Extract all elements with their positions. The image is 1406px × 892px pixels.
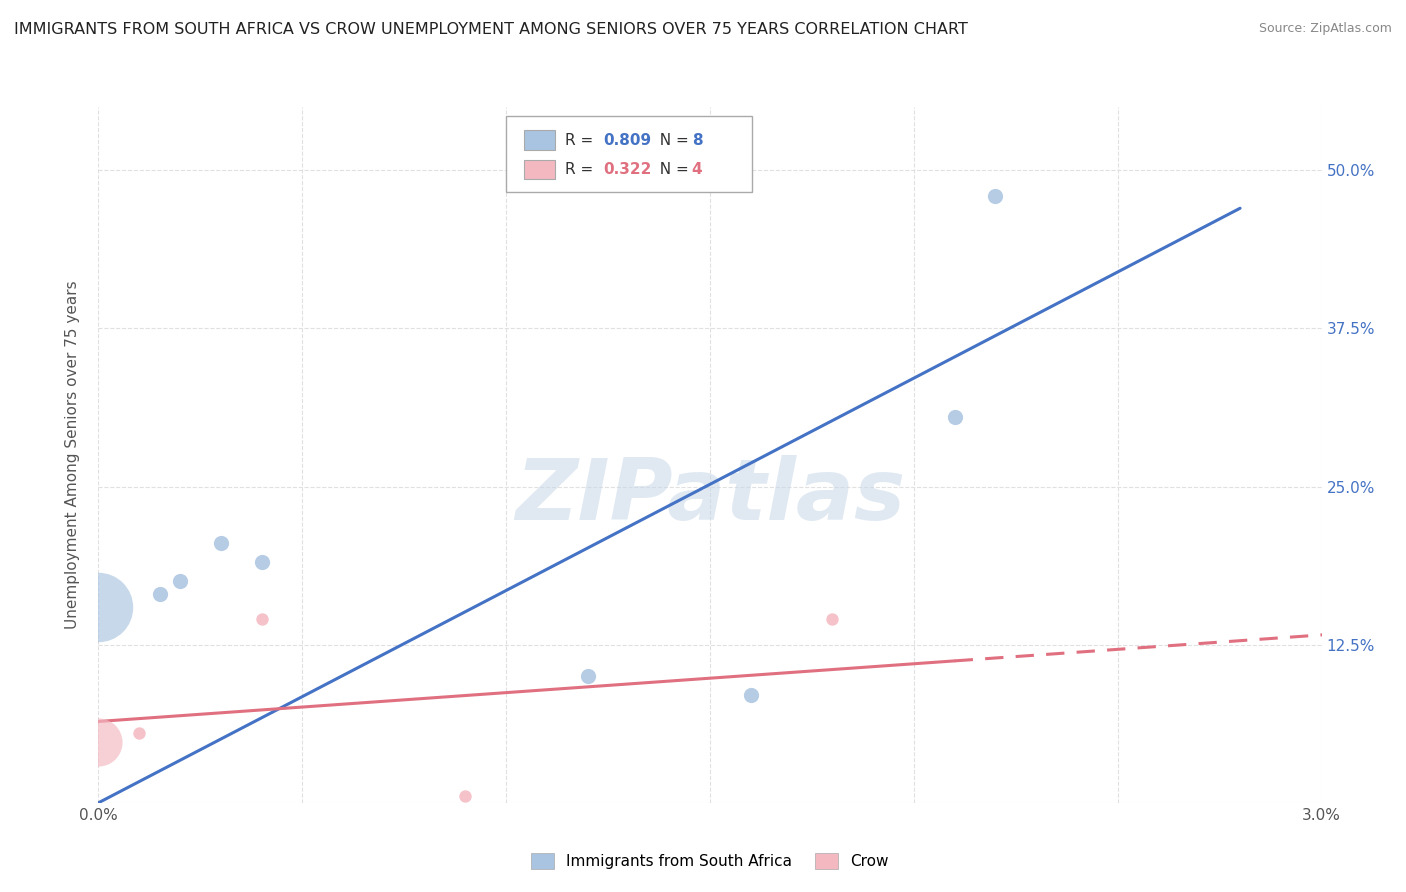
Text: 0.809: 0.809 — [603, 133, 651, 147]
Point — [209, 536, 232, 550]
Text: N =: N = — [650, 133, 693, 147]
Text: ZIPatlas: ZIPatlas — [515, 455, 905, 538]
Text: IMMIGRANTS FROM SOUTH AFRICA VS CROW UNEMPLOYMENT AMONG SENIORS OVER 75 YEARS CO: IMMIGRANTS FROM SOUTH AFRICA VS CROW UNE… — [14, 22, 967, 37]
Text: 0.322: 0.322 — [603, 162, 651, 177]
Text: 8: 8 — [692, 133, 703, 147]
Point — [169, 574, 191, 589]
Point — [576, 669, 599, 683]
Text: R =: R = — [565, 133, 599, 147]
Point — [821, 612, 844, 626]
Point — [87, 599, 110, 614]
Point — [250, 556, 273, 570]
Text: R =: R = — [565, 162, 599, 177]
Text: N =: N = — [650, 162, 693, 177]
Point — [87, 735, 110, 749]
Text: 4: 4 — [692, 162, 703, 177]
Point — [984, 188, 1007, 202]
Y-axis label: Unemployment Among Seniors over 75 years: Unemployment Among Seniors over 75 years — [65, 281, 80, 629]
Point — [149, 587, 172, 601]
Point — [454, 789, 477, 804]
Point — [740, 688, 762, 702]
Point — [943, 409, 966, 424]
Point — [128, 726, 150, 740]
Point — [250, 612, 273, 626]
Legend: Immigrants from South Africa, Crow: Immigrants from South Africa, Crow — [524, 847, 896, 875]
Text: Source: ZipAtlas.com: Source: ZipAtlas.com — [1258, 22, 1392, 36]
